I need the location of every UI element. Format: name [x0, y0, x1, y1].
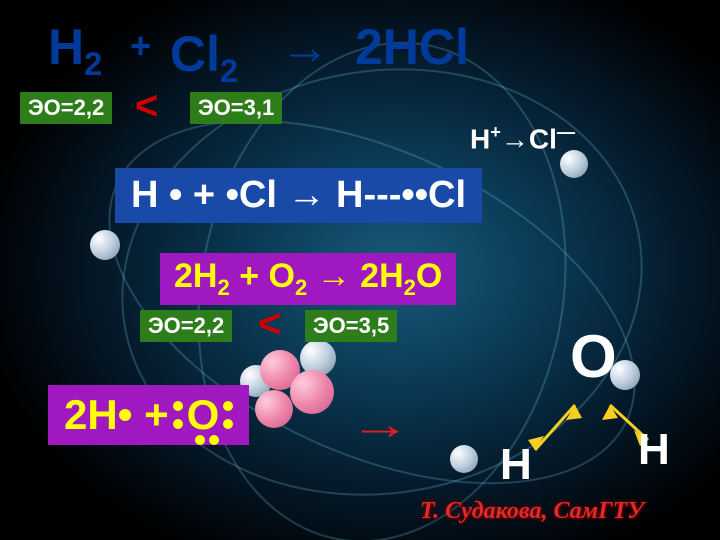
water-h-left: H — [500, 440, 532, 490]
compare2-symbol: < — [258, 302, 281, 347]
en-box-h2-b: ЭО=2,2 — [140, 310, 232, 342]
eq1-arrow-icon: → — [280, 18, 330, 76]
en-box-h2: ЭО=2,2 — [20, 92, 112, 124]
bg-sphere — [290, 370, 334, 414]
water-h-right: H — [638, 425, 670, 475]
bg-sphere — [255, 390, 293, 428]
lewis-bar: 2H• + O — [48, 385, 249, 445]
water-o: O — [570, 322, 617, 391]
en-box-cl2: ЭО=3,1 — [190, 92, 282, 124]
bond-bar: H • + •Cl → H---••Cl — [115, 168, 482, 223]
en-box-o2: ЭО=3,5 — [305, 310, 397, 342]
eq1-plus: + — [130, 25, 151, 67]
lewis-prefix: 2H• + — [64, 391, 169, 439]
author-credit: Т. Судакова, СамГТУ — [420, 498, 644, 525]
eq1-h2: H2 — [48, 18, 102, 83]
eq2-bar: 2H2 + O2 → 2H2O — [160, 253, 456, 305]
eq1-cl2: Cl2 — [170, 25, 238, 90]
bg-sphere — [90, 230, 120, 260]
red-arrow-icon: → — [349, 400, 411, 450]
slide-stage: H2 + Cl2 → 2HCl ЭО=2,2 < ЭО=3,1 H+→Cl— H… — [0, 0, 720, 540]
ion-label: H+→Cl— — [470, 122, 575, 155]
lewis-o-dots: O — [173, 391, 234, 439]
eq1-product: 2HCl — [355, 18, 469, 76]
compare1-symbol: < — [135, 84, 158, 129]
